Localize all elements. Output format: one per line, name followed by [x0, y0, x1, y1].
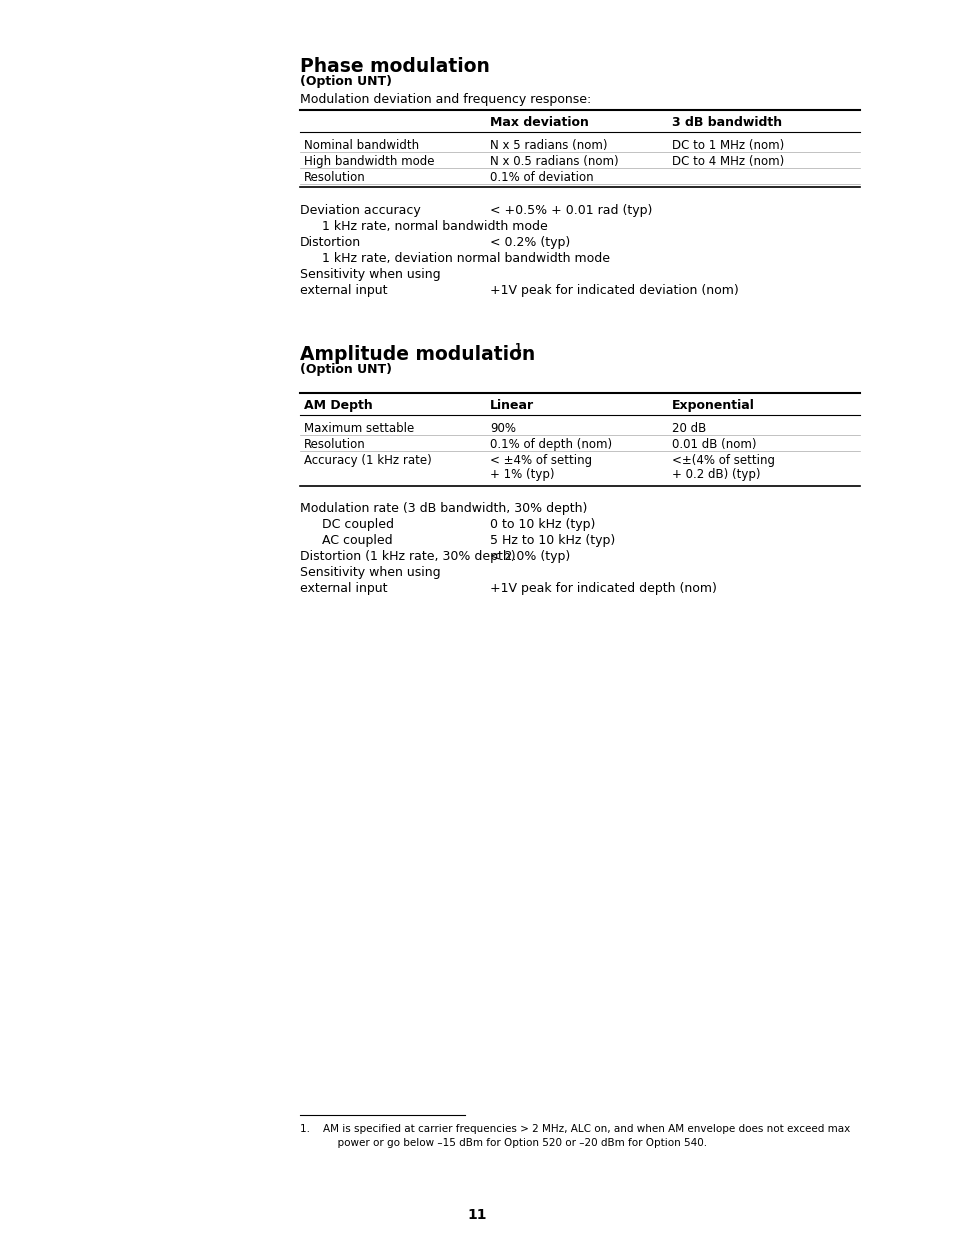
- Text: Distortion (1 kHz rate, 30% depth): Distortion (1 kHz rate, 30% depth): [299, 550, 515, 563]
- Text: Maximum settable: Maximum settable: [304, 422, 414, 435]
- Text: 0.01 dB (nom): 0.01 dB (nom): [671, 438, 756, 451]
- Text: Phase modulation: Phase modulation: [299, 57, 489, 77]
- Text: N x 0.5 radians (nom): N x 0.5 radians (nom): [490, 156, 618, 168]
- Text: < 2.0% (typ): < 2.0% (typ): [490, 550, 570, 563]
- Text: Accuracy (1 kHz rate): Accuracy (1 kHz rate): [304, 454, 432, 467]
- Text: external input: external input: [299, 284, 387, 296]
- Text: (Option UNT): (Option UNT): [299, 363, 392, 375]
- Text: power or go below –15 dBm for Option 520 or –20 dBm for Option 540.: power or go below –15 dBm for Option 520…: [317, 1137, 706, 1149]
- Text: 1 kHz rate, deviation normal bandwidth mode: 1 kHz rate, deviation normal bandwidth m…: [322, 252, 609, 266]
- Text: DC to 4 MHz (nom): DC to 4 MHz (nom): [671, 156, 783, 168]
- Text: Amplitude modulation: Amplitude modulation: [299, 345, 535, 364]
- Text: DC to 1 MHz (nom): DC to 1 MHz (nom): [671, 140, 783, 152]
- Text: < ±4% of setting: < ±4% of setting: [490, 454, 592, 467]
- Text: AM Depth: AM Depth: [304, 399, 373, 412]
- Text: N x 5 radians (nom): N x 5 radians (nom): [490, 140, 607, 152]
- Text: < 0.2% (typ): < 0.2% (typ): [490, 236, 570, 249]
- Text: + 0.2 dB) (typ): + 0.2 dB) (typ): [671, 468, 760, 480]
- Text: 0 to 10 kHz (typ): 0 to 10 kHz (typ): [490, 517, 595, 531]
- Text: Deviation accuracy: Deviation accuracy: [299, 204, 420, 217]
- Text: 3 dB bandwidth: 3 dB bandwidth: [671, 116, 781, 128]
- Text: <±(4% of setting: <±(4% of setting: [671, 454, 774, 467]
- Text: Exponential: Exponential: [671, 399, 754, 412]
- Text: Max deviation: Max deviation: [490, 116, 588, 128]
- Text: < +0.5% + 0.01 rad (typ): < +0.5% + 0.01 rad (typ): [490, 204, 652, 217]
- Text: 1: 1: [515, 343, 521, 353]
- Text: 11: 11: [467, 1208, 486, 1221]
- Text: Resolution: Resolution: [304, 438, 365, 451]
- Text: +1V peak for indicated deviation (nom): +1V peak for indicated deviation (nom): [490, 284, 738, 296]
- Text: 90%: 90%: [490, 422, 516, 435]
- Text: + 1% (typ): + 1% (typ): [490, 468, 554, 480]
- Text: Distortion: Distortion: [299, 236, 361, 249]
- Text: external input: external input: [299, 582, 387, 595]
- Text: Nominal bandwidth: Nominal bandwidth: [304, 140, 418, 152]
- Text: AC coupled: AC coupled: [322, 534, 393, 547]
- Text: (Option UNT): (Option UNT): [299, 75, 392, 88]
- Text: Modulation rate (3 dB bandwidth, 30% depth): Modulation rate (3 dB bandwidth, 30% dep…: [299, 501, 587, 515]
- Text: 0.1% of deviation: 0.1% of deviation: [490, 170, 593, 184]
- Text: DC coupled: DC coupled: [322, 517, 394, 531]
- Text: 1.    AM is specified at carrier frequencies > 2 MHz, ALC on, and when AM envelo: 1. AM is specified at carrier frequencie…: [299, 1124, 849, 1134]
- Text: Modulation deviation and frequency response:: Modulation deviation and frequency respo…: [299, 93, 591, 106]
- Text: High bandwidth mode: High bandwidth mode: [304, 156, 434, 168]
- Text: 0.1% of depth (nom): 0.1% of depth (nom): [490, 438, 612, 451]
- Text: +1V peak for indicated depth (nom): +1V peak for indicated depth (nom): [490, 582, 716, 595]
- Text: 20 dB: 20 dB: [671, 422, 705, 435]
- Text: Linear: Linear: [490, 399, 534, 412]
- Text: 1 kHz rate, normal bandwidth mode: 1 kHz rate, normal bandwidth mode: [322, 220, 547, 233]
- Text: Resolution: Resolution: [304, 170, 365, 184]
- Text: Sensitivity when using: Sensitivity when using: [299, 566, 440, 579]
- Text: 5 Hz to 10 kHz (typ): 5 Hz to 10 kHz (typ): [490, 534, 615, 547]
- Text: Sensitivity when using: Sensitivity when using: [299, 268, 440, 282]
